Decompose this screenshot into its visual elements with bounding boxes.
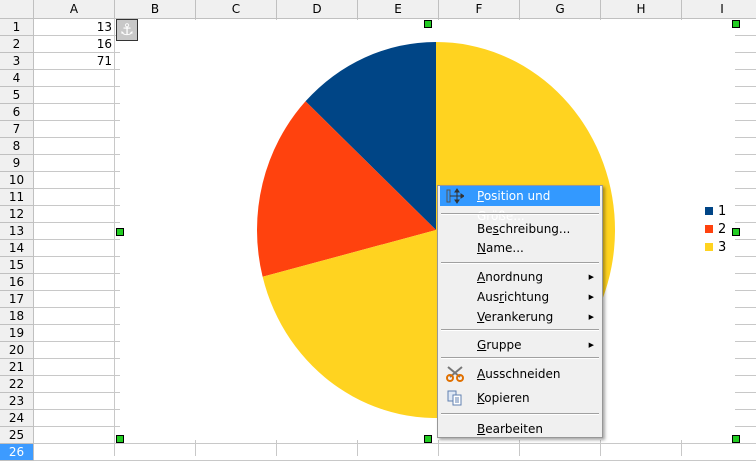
menu-item-anordnung[interactable]: Anordnung ▶ [440,267,600,287]
menu-item-verankerung[interactable]: Verankerung ▶ [440,307,600,327]
submenu-arrow-icon: ▶ [588,341,594,349]
anchor-icon[interactable]: ⚓ [116,19,138,41]
row-header-15[interactable]: 15 [0,257,34,274]
row-header-25[interactable]: 25 [0,427,34,444]
row-header-16[interactable]: 16 [0,274,34,291]
grid-line [114,19,115,456]
row-header-17[interactable]: 17 [0,291,34,308]
column-header-D[interactable]: D [277,0,358,19]
pie-slice-1[interactable] [305,42,436,230]
menu-item-label: Ausrichtung [477,290,550,304]
legend-item: 2 [705,221,726,239]
resize-handle[interactable] [116,435,124,443]
row-header-11[interactable]: 11 [0,189,34,206]
resize-handle[interactable] [424,20,432,28]
row-header-19[interactable]: 19 [0,325,34,342]
menu-item-gruppe[interactable]: Gruppe ▶ [440,335,600,355]
row-header-21[interactable]: 21 [0,359,34,376]
cell-A3[interactable]: 71 [34,53,115,70]
menu-item-position-und-größe[interactable]: Position und Größe... [440,186,600,223]
cell-A1[interactable]: 13 [34,19,115,36]
position-size-icon [446,188,465,204]
column-header-I[interactable]: I [682,0,756,19]
row-header-18[interactable]: 18 [0,308,34,325]
row-header-10[interactable]: 10 [0,172,34,189]
menu-separator [441,357,599,359]
resize-handle[interactable] [732,228,740,236]
menu-item-name[interactable]: Name... [440,238,600,258]
menu-item-bearbeiten[interactable]: Bearbeiten [440,419,600,439]
submenu-arrow-icon: ▶ [588,273,594,281]
menu-separator [441,213,599,215]
context-menu: Position und Größe... Beschreibung... Name… [437,185,603,438]
column-header-C[interactable]: C [196,0,277,19]
legend-item: 1 [705,203,726,221]
legend-swatch [705,225,713,233]
menu-item-label: Bearbeiten [477,422,543,436]
row-header-4[interactable]: 4 [0,70,34,87]
row-header-3[interactable]: 3 [0,53,34,70]
row-header-13[interactable]: 13 [0,223,34,240]
menu-item-label: Name... [477,241,524,255]
menu-separator [441,262,599,264]
menu-item-ausschneiden[interactable]: Ausschneiden [440,364,600,384]
menu-item-label: Gruppe [477,338,522,352]
row-header-14[interactable]: 14 [0,240,34,257]
resize-handle[interactable] [116,228,124,236]
row-header-23[interactable]: 23 [0,393,34,410]
cell-A2[interactable]: 16 [34,36,115,53]
legend-label: 3 [718,240,727,255]
row-header-2[interactable]: 2 [0,36,34,53]
row-header-12[interactable]: 12 [0,206,34,223]
column-header-H[interactable]: H [601,0,682,19]
menu-separator [441,413,599,415]
menu-item-label: Ausschneiden [477,367,561,381]
menu-item-label: Beschreibung... [477,222,571,236]
column-header-B[interactable]: B [115,0,196,19]
legend-label: 2 [718,222,727,237]
select-all-corner[interactable] [0,0,34,19]
copy-icon [446,390,464,406]
row-header-9[interactable]: 9 [0,155,34,172]
menu-item-label: Anordnung [477,270,543,284]
scissors-icon [446,366,464,382]
legend-swatch [705,207,713,215]
row-header-7[interactable]: 7 [0,121,34,138]
column-header-F[interactable]: F [439,0,520,19]
menu-item-label: Kopieren [477,391,530,405]
column-header-G[interactable]: G [520,0,601,19]
row-header-8[interactable]: 8 [0,138,34,155]
row-header-6[interactable]: 6 [0,104,34,121]
row-header-22[interactable]: 22 [0,376,34,393]
row-header-24[interactable]: 24 [0,410,34,427]
grid-line [34,443,756,444]
resize-handle[interactable] [732,20,740,28]
menu-item-label: Verankerung [477,310,554,324]
legend-swatch [705,243,713,251]
column-header-A[interactable]: A [34,0,115,19]
submenu-arrow-icon: ▶ [588,313,594,321]
pie-slice-2[interactable] [257,101,436,277]
row-header-5[interactable]: 5 [0,87,34,104]
menu-item-beschreibung[interactable]: Beschreibung... [440,219,600,239]
row-header-20[interactable]: 20 [0,342,34,359]
resize-handle[interactable] [424,435,432,443]
resize-handle[interactable] [732,435,740,443]
menu-separator [441,329,599,331]
menu-item-kopieren[interactable]: Kopieren [440,388,600,408]
row-header-1[interactable]: 1 [0,19,34,36]
menu-item-ausrichtung[interactable]: Ausrichtung ▶ [440,287,600,307]
submenu-arrow-icon: ▶ [588,293,594,301]
legend-label: 1 [718,204,727,219]
legend-item: 3 [705,239,726,257]
menu-item-label: Position und Größe... [477,189,551,223]
column-header-E[interactable]: E [358,0,439,19]
